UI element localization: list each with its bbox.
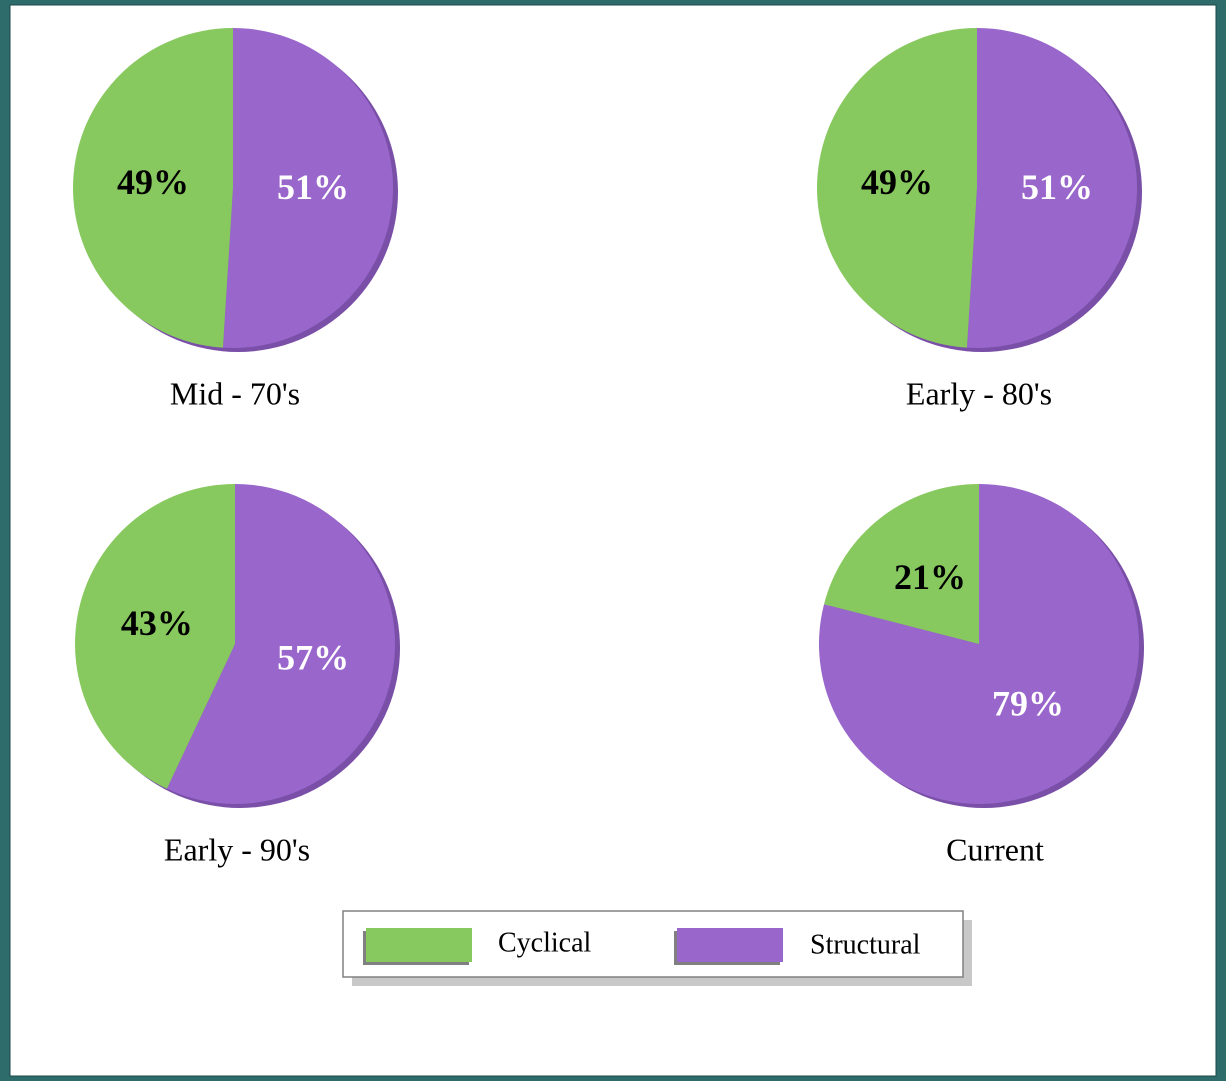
data-label: 21% [894,557,966,597]
legend-label: Structural [810,929,921,960]
data-label: 49% [117,162,189,202]
data-label: 57% [277,638,349,678]
pie-title: Mid - 70's [170,375,300,411]
pie-title: Early - 80's [906,375,1052,411]
legend-swatch [677,928,783,962]
pie-slice [166,484,396,804]
pie-title: Current [946,831,1044,867]
data-label: 49% [861,162,933,202]
data-label: 43% [121,603,193,643]
pie-slice [816,27,977,348]
legend-label: Cyclical [498,927,592,958]
pie-slice [74,484,235,789]
pie-slice [72,28,234,348]
pie-slice [222,28,393,348]
data-label: 51% [1021,167,1093,207]
legend: Cyclical Structural [342,910,972,986]
pie-slice [824,484,979,644]
legend-swatch [366,928,472,962]
data-label: 51% [277,167,349,207]
data-label: 79% [992,683,1064,723]
pie-title: Early - 90's [164,831,310,867]
pie-slice [966,28,1137,348]
